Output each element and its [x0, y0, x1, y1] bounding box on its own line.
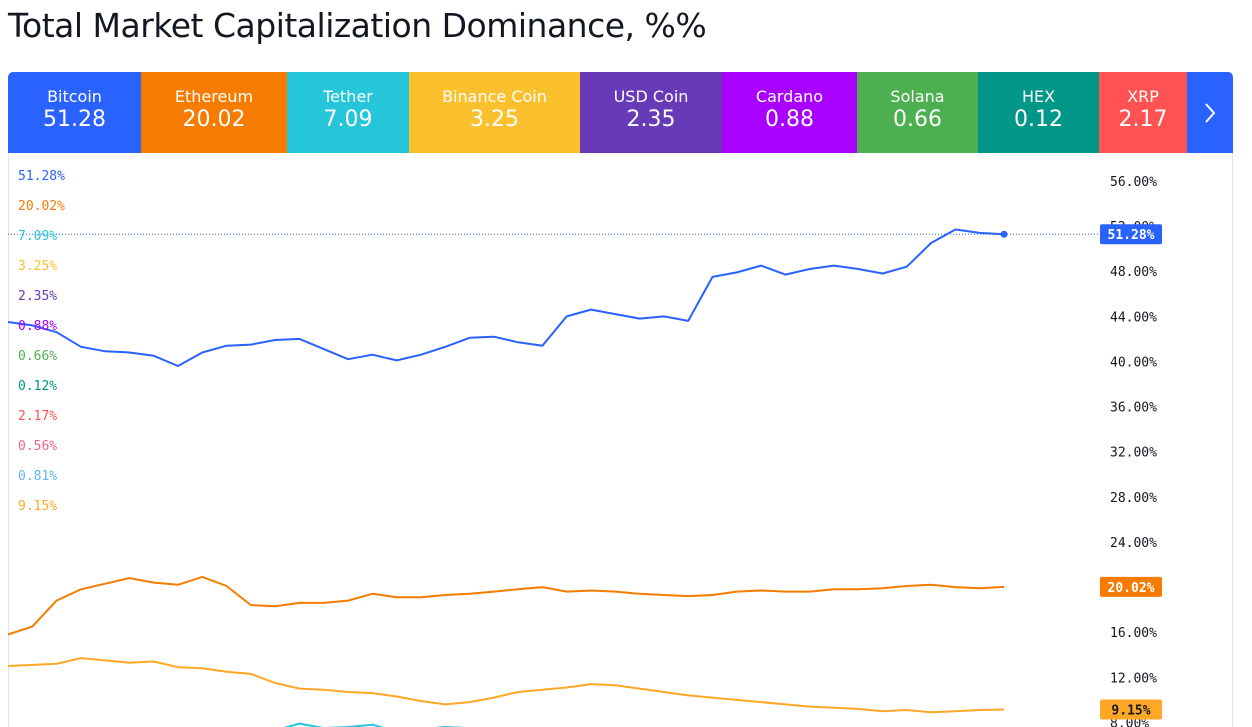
y-tick-label: 48.00% [1110, 265, 1157, 280]
legend-item: 0.88% [18, 319, 58, 334]
chart-frame [8, 153, 1233, 727]
coin-value: 0.66 [893, 107, 942, 132]
coin-tab-bitcoin[interactable]: Bitcoin 51.28 [8, 72, 141, 153]
y-tick-label: 44.00% [1110, 310, 1157, 325]
series-line-bitcoin [7, 228, 1005, 367]
legend-item: 3.25% [18, 259, 58, 274]
y-tick-label: 40.00% [1110, 355, 1157, 370]
next-coins-button[interactable] [1187, 72, 1233, 153]
coin-value: 0.12 [1014, 107, 1063, 132]
coin-tab-hex[interactable]: HEX 0.12 [978, 72, 1099, 153]
series-line-tether [283, 722, 468, 727]
last-point-marker [1000, 230, 1008, 238]
coin-name: Bitcoin [47, 87, 102, 106]
legend-item: 0.81% [18, 469, 58, 484]
coin-name: Tether [323, 87, 373, 106]
coin-name: HEX [1021, 87, 1056, 106]
y-tick-label: 36.00% [1110, 401, 1157, 416]
last-value-label: 51.28% [1108, 228, 1155, 243]
last-value-label: 9.15% [1111, 703, 1150, 718]
coin-tab-ethereum[interactable]: Ethereum 20.02 [141, 72, 287, 153]
coin-tab-usd-coin[interactable]: USD Coin 2.35 [580, 72, 722, 153]
coin-value: 2.17 [1118, 107, 1168, 132]
legend-item: 0.12% [18, 379, 58, 394]
last-value-badge [1100, 224, 1162, 245]
coin-value: 7.09 [323, 107, 373, 132]
coin-name: XRP [1127, 87, 1159, 106]
coin-name: Cardano [755, 87, 824, 106]
coin-value: 3.25 [470, 107, 519, 132]
last-value-badge [1100, 699, 1162, 720]
coin-value: 2.35 [626, 107, 676, 132]
legend: 51.28% 20.02% 7.09% 3.25% 2.35% 0.88% 0.66% 0.1… [18, 168, 65, 528]
y-tick-label: 28.00% [1110, 491, 1157, 506]
legend-item: 2.35% [18, 289, 58, 304]
legend-item: 2.17% [18, 409, 58, 424]
coin-tab-xrp[interactable]: XRP 2.17 [1099, 72, 1187, 153]
y-tick-label: 56.00% [1110, 175, 1157, 190]
coin-name: Ethereum [174, 87, 254, 106]
legend-item: 20.02% [18, 199, 65, 214]
legend-item: 51.28% [18, 169, 65, 184]
series-line-series-2 [7, 657, 1005, 714]
legend-item: 7.09% [18, 229, 58, 244]
coin-tab-binance-coin[interactable]: Binance Coin 3.25 [409, 72, 580, 153]
last-value-label: 20.02% [1108, 581, 1155, 596]
series-line-ethereum [7, 575, 1005, 636]
chevron-right-icon [1205, 102, 1216, 123]
coin-value: 51.28 [43, 107, 106, 132]
legend-item: 0.56% [18, 439, 58, 454]
coin-name: Binance Coin [442, 87, 547, 106]
page-title: Total Market Capitalization Dominance, %… [8, 6, 707, 45]
coin-value: 0.88 [765, 107, 814, 132]
coin-tab-bar: Bitcoin 51.28 Ethereum 20.02 Tether 7.09 Binan… [8, 72, 1233, 153]
coin-tab-cardano[interactable]: Cardano 0.88 [722, 72, 857, 153]
coin-tab-solana[interactable]: Solana 0.66 [857, 72, 978, 153]
coin-value: 20.02 [182, 107, 246, 132]
y-tick-label: 8.00% [1110, 716, 1149, 727]
last-value-badge [1100, 576, 1162, 597]
y-tick-label: 16.00% [1110, 626, 1157, 641]
y-tick-label: 24.00% [1110, 536, 1157, 551]
legend-item: 0.66% [18, 349, 58, 364]
coin-tab-tether[interactable]: Tether 7.09 [287, 72, 409, 153]
coin-name: Solana [890, 87, 945, 106]
legend-item: 9.15% [18, 499, 58, 514]
y-tick-label: 12.00% [1110, 671, 1157, 686]
coin-name: USD Coin [613, 87, 689, 106]
y-tick-label: 32.00% [1110, 446, 1157, 461]
